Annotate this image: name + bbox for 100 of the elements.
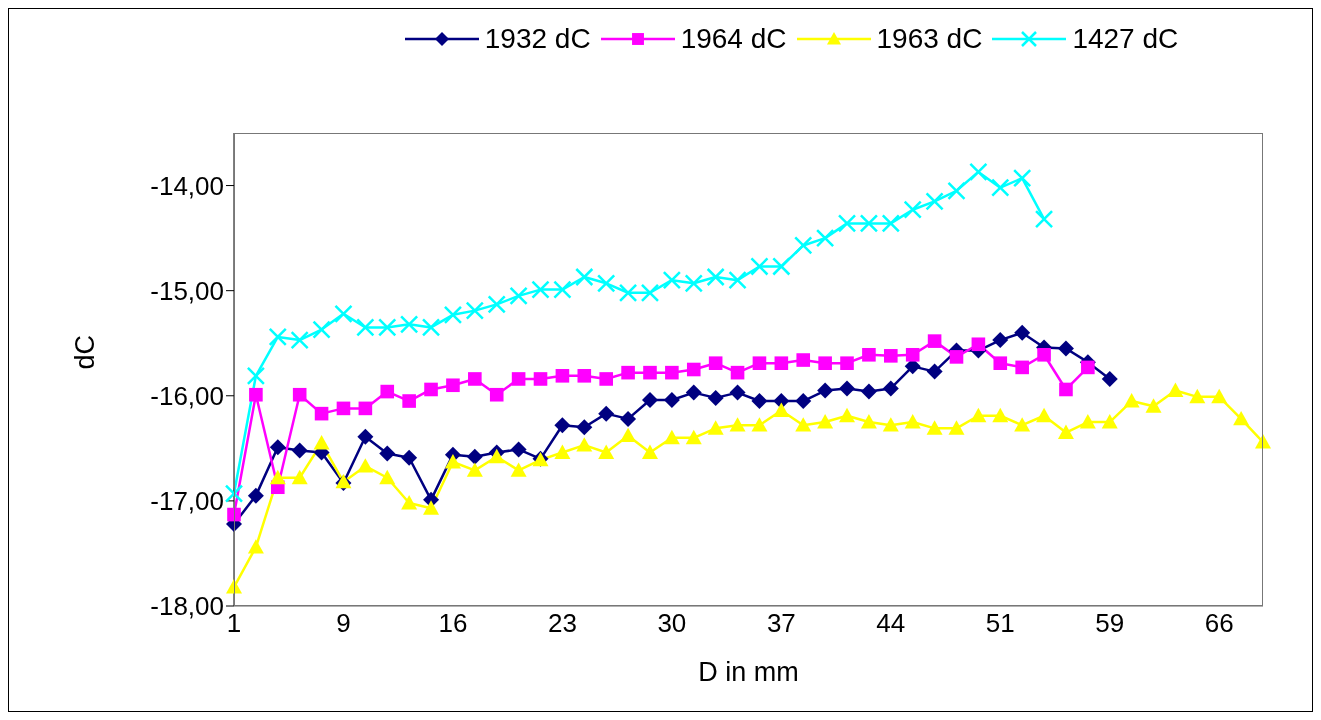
point xyxy=(466,462,483,477)
point xyxy=(859,214,879,233)
point xyxy=(840,356,854,370)
point xyxy=(1081,360,1095,375)
point xyxy=(510,441,527,458)
point xyxy=(533,372,548,386)
point xyxy=(728,270,747,290)
y-tick-label: -14,00 xyxy=(150,170,224,201)
point xyxy=(663,391,680,408)
point xyxy=(640,283,660,303)
point xyxy=(269,439,286,456)
point xyxy=(313,435,330,450)
point xyxy=(291,442,308,459)
point xyxy=(927,334,942,348)
point xyxy=(969,162,988,182)
point xyxy=(686,362,701,377)
point xyxy=(643,365,657,380)
point xyxy=(380,384,395,399)
point xyxy=(903,200,922,219)
point xyxy=(292,387,307,402)
point xyxy=(421,318,441,337)
point xyxy=(488,448,505,464)
point xyxy=(446,378,460,393)
point xyxy=(949,350,964,364)
point xyxy=(729,417,746,432)
point xyxy=(751,417,768,432)
point xyxy=(249,387,263,402)
point xyxy=(553,280,572,299)
point xyxy=(815,228,835,248)
point xyxy=(1057,424,1074,439)
legend-label: 1932 dC xyxy=(484,23,591,55)
point xyxy=(1189,388,1206,404)
point xyxy=(992,407,1009,423)
point xyxy=(795,417,812,432)
point xyxy=(402,394,416,408)
point xyxy=(837,214,857,233)
point xyxy=(401,494,418,510)
point xyxy=(752,356,767,370)
point xyxy=(247,539,264,554)
point xyxy=(247,487,264,504)
point xyxy=(1014,324,1031,341)
point xyxy=(993,356,1008,370)
y-tick-label: -18,00 xyxy=(150,591,224,622)
y-axis-title: dC xyxy=(69,334,100,370)
point xyxy=(948,420,965,435)
point xyxy=(357,458,374,473)
legend-label: 1963 dC xyxy=(876,23,983,55)
x-tick-label: 51 xyxy=(985,608,1015,639)
point xyxy=(358,401,373,416)
point xyxy=(730,365,745,380)
x-tick-label: 9 xyxy=(336,608,351,639)
point xyxy=(905,347,920,362)
point xyxy=(424,382,438,397)
point xyxy=(1037,347,1051,362)
point xyxy=(555,369,570,383)
point xyxy=(290,330,309,350)
point xyxy=(991,178,1010,197)
point xyxy=(599,372,613,386)
point xyxy=(881,214,901,233)
point xyxy=(1101,370,1118,387)
point xyxy=(489,387,504,402)
point xyxy=(684,274,704,293)
point xyxy=(443,305,463,325)
point xyxy=(1101,414,1118,429)
point xyxy=(793,236,813,255)
point xyxy=(750,257,769,276)
point xyxy=(596,274,616,293)
point xyxy=(1145,398,1162,413)
point xyxy=(465,301,485,320)
point xyxy=(577,369,592,383)
point xyxy=(641,444,658,459)
point xyxy=(510,462,527,477)
point xyxy=(1211,388,1228,404)
point xyxy=(554,417,571,434)
point xyxy=(926,363,943,380)
point xyxy=(818,356,832,370)
point xyxy=(1012,168,1032,188)
point xyxy=(598,444,615,459)
x-axis-title: D in mm xyxy=(698,657,799,687)
x-tick-label: 30 xyxy=(657,608,687,639)
point xyxy=(860,414,877,429)
point xyxy=(468,372,482,386)
point xyxy=(685,429,702,445)
point xyxy=(1079,414,1096,429)
point xyxy=(751,393,768,410)
point xyxy=(401,449,418,466)
point xyxy=(1034,209,1054,229)
x-tick-label: 23 xyxy=(547,608,577,639)
point xyxy=(291,469,308,485)
x-tick-label: 1 xyxy=(226,608,242,639)
point xyxy=(511,372,526,386)
point xyxy=(729,384,746,401)
point xyxy=(357,428,374,445)
point xyxy=(773,402,790,417)
point xyxy=(707,420,724,435)
point xyxy=(706,267,725,287)
point xyxy=(1059,382,1073,397)
point xyxy=(268,327,288,347)
point xyxy=(269,469,286,485)
point xyxy=(1123,393,1140,408)
